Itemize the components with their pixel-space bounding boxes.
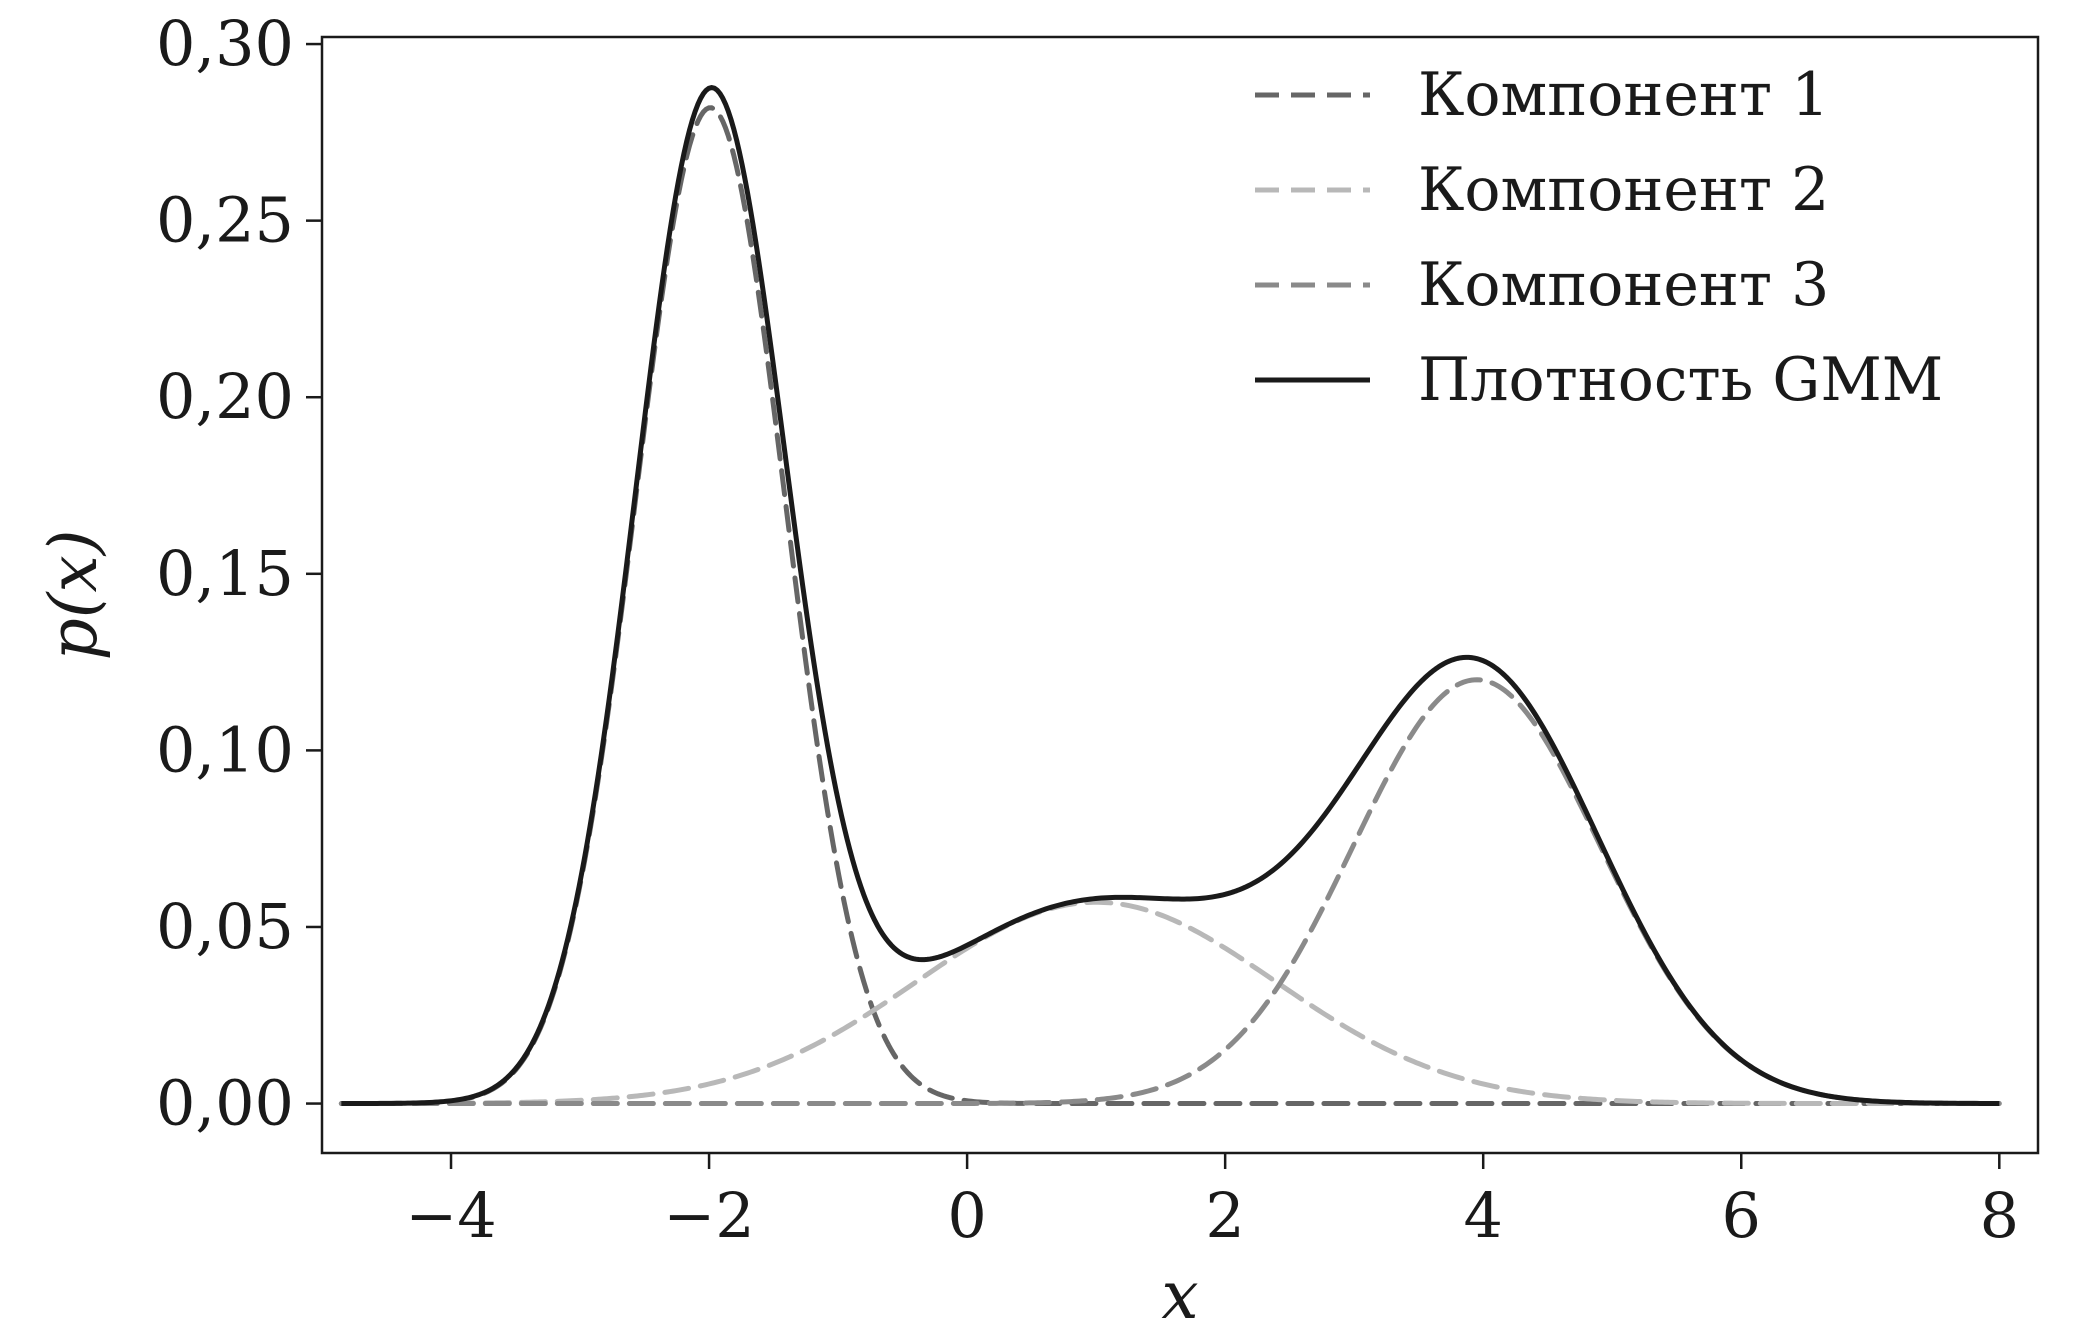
y-tick-label: 0,15 [156, 537, 294, 610]
y-tick-label: 0,25 [156, 184, 294, 257]
x-tick-label: −4 [405, 1179, 496, 1252]
legend-label: Плотность GMM [1418, 345, 1943, 415]
legend-label: Компонент 2 [1418, 155, 1829, 225]
x-tick-label: 4 [1463, 1179, 1502, 1252]
y-axis-label: p(x) [35, 530, 112, 661]
component-2-line [338, 899, 2002, 1107]
x-tick-label: 0 [947, 1179, 986, 1252]
y-tick-label: 0,00 [156, 1067, 294, 1140]
legend-label: Компонент 3 [1418, 250, 1829, 320]
legend: Компонент 1 Компонент 2 Компонент 3 Плотнос… [1255, 60, 1943, 415]
x-tick-label: 6 [1722, 1179, 1761, 1252]
x-tick-label: 8 [1980, 1179, 2019, 1252]
gmm-density-line [341, 85, 2000, 1107]
plot-frame [320, 35, 2040, 1155]
legend-label: Компонент 1 [1418, 60, 1829, 130]
series-curves [338, 85, 2002, 1107]
x-axis-label: x [1161, 1257, 1198, 1330]
y-tick-label: 0,30 [156, 7, 294, 80]
x-tick-label: −2 [663, 1179, 754, 1252]
y-tick-label: 0,10 [156, 713, 294, 786]
y-tick-label: 0,20 [156, 360, 294, 433]
x-tick-label: 2 [1205, 1179, 1244, 1252]
component-3-line [338, 677, 2002, 1107]
y-tick-label: 0,05 [156, 890, 294, 963]
axis-ticks: −4 −2 0 2 4 6 8 0,00 0,05 0,10 0,15 0,20 0,25 0,30 [156, 7, 2019, 1252]
